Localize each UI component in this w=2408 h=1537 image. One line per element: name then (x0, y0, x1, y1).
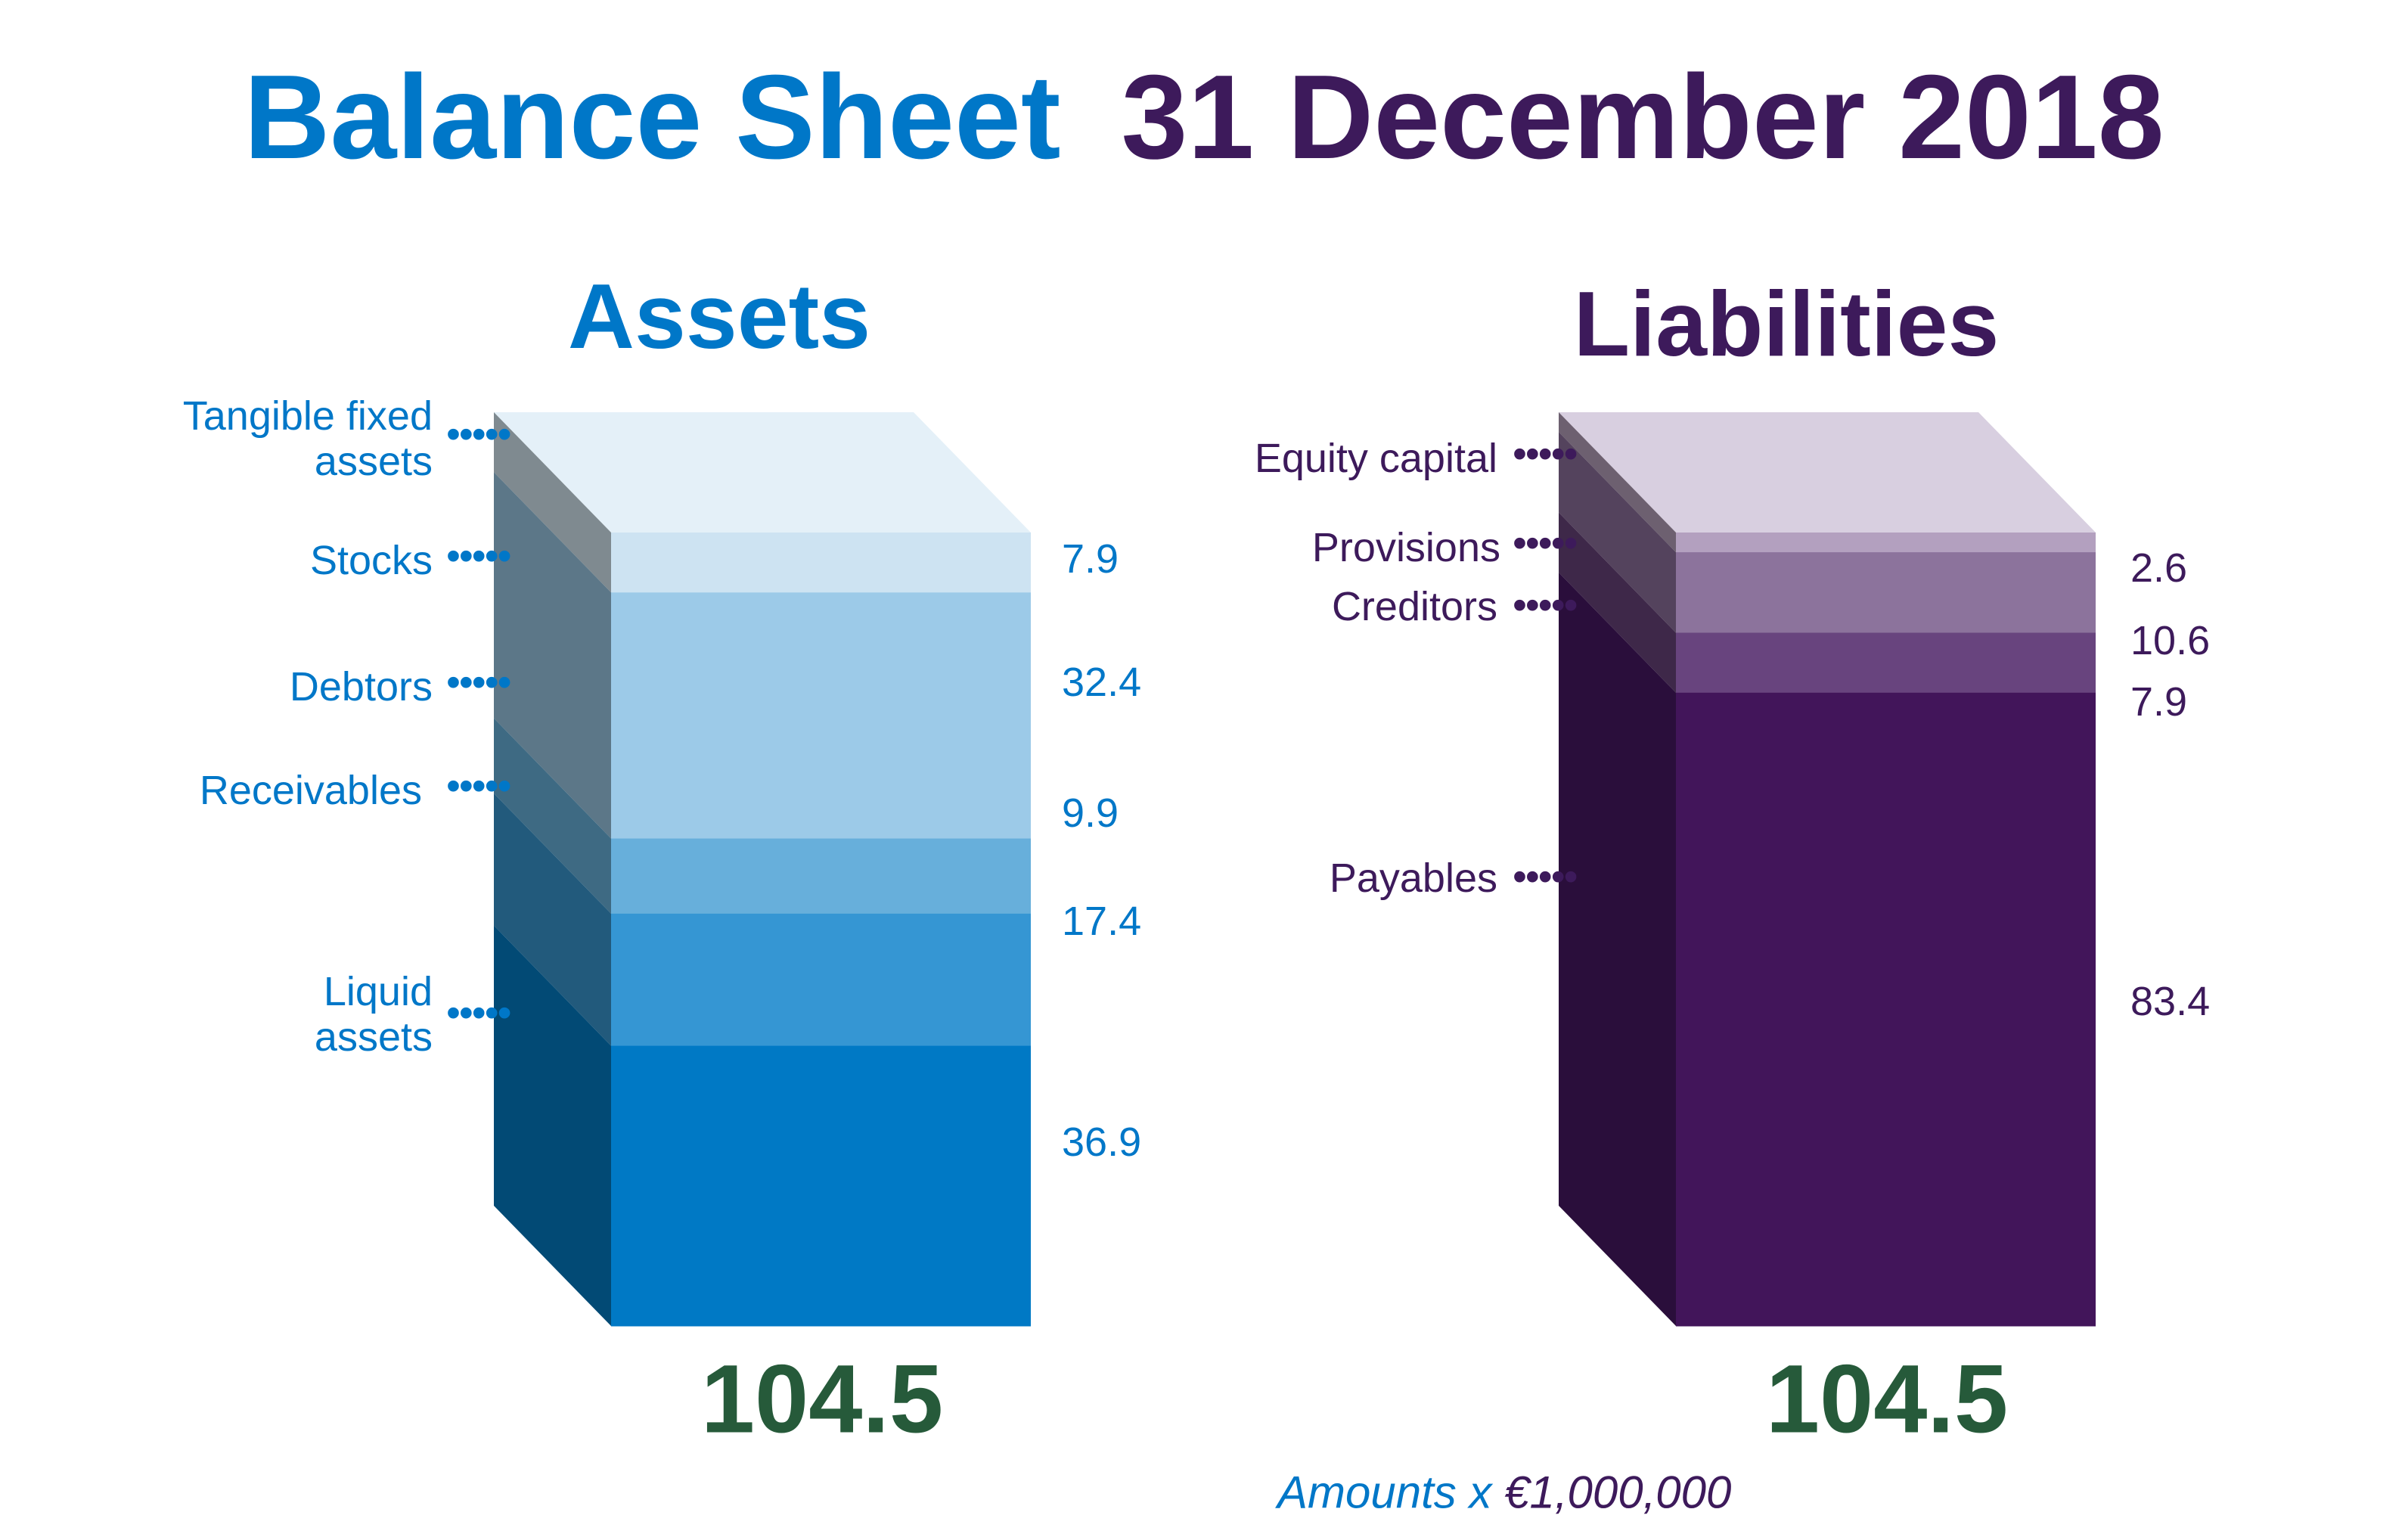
label-liquid-assets: Liquid assets (314, 969, 433, 1060)
label-debtors: Debtors (289, 664, 433, 710)
page-title: Balance Sheet 31 December 2018 (0, 45, 2408, 189)
label-stocks: Stocks (309, 538, 433, 583)
bar-segment-creditors (1676, 632, 2096, 694)
bar-segment-tangible-fixed-assets (611, 533, 1031, 593)
value-label: 7.9 (1062, 536, 1119, 582)
value-label: 10.6 (2130, 618, 2211, 663)
bar-top-face (1559, 412, 2096, 533)
value-label: 9.9 (1062, 790, 1119, 836)
title-date: 31 December 2018 (1121, 51, 2164, 184)
footnote-unit: €1,000,000 (1504, 1467, 1732, 1518)
bar-top-face (494, 412, 1031, 533)
value-label: 2.6 (2130, 545, 2188, 591)
label-equity-capital: Equity capital (1254, 436, 1497, 481)
value-label: 7.9 (2130, 679, 2188, 725)
leader-dots: ••••• (446, 762, 512, 809)
bar-side-segment (494, 925, 611, 1326)
liabilities-heading: Liabilities (1573, 272, 2000, 375)
value-label: 83.4 (2130, 979, 2211, 1024)
footnote-label: Amounts x (1277, 1467, 1492, 1518)
bar-segment-receivables (611, 913, 1031, 1047)
bar-side-segment (494, 412, 611, 593)
bar-side-segment (494, 472, 611, 839)
leader-dots: ••••• (1513, 853, 1578, 899)
bar-side-segment (1559, 412, 1676, 553)
leader-dots: ••••• (446, 989, 512, 1036)
leader-dots: ••••• (1513, 430, 1578, 477)
bar-segment-payables (1676, 692, 2096, 1327)
assets-total: 104.5 (700, 1345, 944, 1454)
title-main: Balance Sheet (244, 51, 1061, 184)
value-label: 32.4 (1062, 660, 1142, 705)
value-label: 36.9 (1062, 1119, 1142, 1165)
bar-segment-equity-capital (1676, 533, 2096, 553)
liabilities-total: 104.5 (1765, 1345, 2009, 1454)
bar-side-segment (1559, 432, 1676, 633)
label-creditors: Creditors (1331, 584, 1497, 629)
leader-dots: ••••• (1513, 520, 1578, 566)
label-provisions: Provisions (1311, 525, 1500, 570)
bar-segment-liquid-assets (611, 1045, 1031, 1327)
value-label: 17.4 (1062, 899, 1142, 944)
bar-segment-debtors (611, 838, 1031, 914)
bar-segment-stocks (611, 592, 1031, 840)
leader-dots: ••••• (446, 533, 512, 579)
footnote: Amounts x €1,000,000 (1277, 1467, 1731, 1519)
bar-side-segment (1559, 572, 1676, 1326)
bar-segment-provisions (1676, 552, 2096, 634)
leader-dots: ••••• (446, 659, 512, 705)
label-payables: Payables (1329, 855, 1497, 901)
bar-side-segment (1559, 512, 1676, 693)
assets-heading: Assets (567, 265, 871, 368)
leader-dots: ••••• (446, 411, 512, 457)
bar-side-segment (494, 718, 611, 914)
label-receivables: Receivables (199, 768, 422, 813)
bar-side-segment (494, 793, 611, 1046)
label-tangible-fixed-assets: Tangible fixed assets (182, 393, 433, 484)
leader-dots: ••••• (1513, 582, 1578, 628)
